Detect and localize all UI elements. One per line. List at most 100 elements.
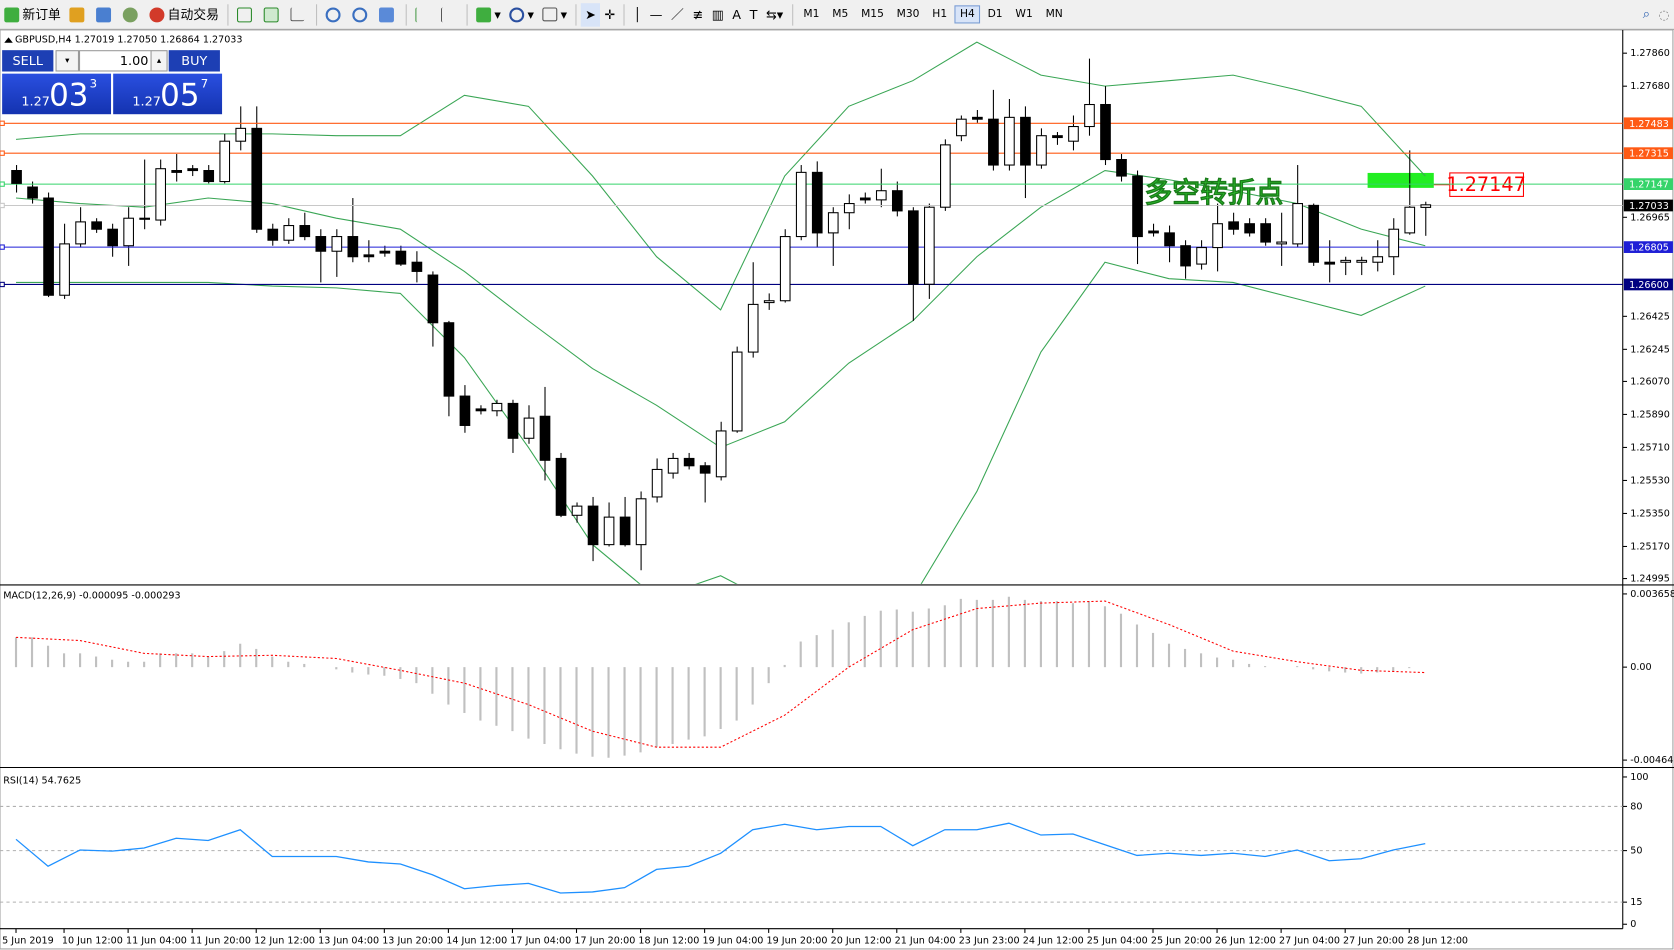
tool-button[interactable]: [119, 3, 146, 26]
candle-body: [747, 303, 759, 353]
tool-button[interactable]: [92, 3, 119, 26]
tool-button[interactable]: [65, 3, 92, 26]
cursor-button[interactable]: ➤: [580, 2, 601, 27]
candle-body: [459, 395, 471, 426]
candle-body: [347, 236, 359, 258]
candle-body: [1372, 256, 1384, 263]
candle-body: [1324, 261, 1336, 265]
bar-chart-button[interactable]: [233, 3, 260, 26]
icon: [325, 6, 341, 22]
templates-button[interactable]: ▾: [538, 3, 571, 26]
level-handle: [0, 181, 5, 187]
buy-button[interactable]: BUY: [168, 50, 220, 72]
lots-down[interactable]: ▾: [55, 50, 80, 72]
search-button[interactable]: ⌕: [1642, 6, 1650, 22]
candle-body: [1308, 204, 1320, 263]
candle-body: [395, 250, 407, 265]
autoscroll-button[interactable]: [411, 3, 437, 26]
new-order-button[interactable]: 新订单: [0, 3, 65, 26]
arrows-button[interactable]: ⇆▾: [765, 6, 784, 22]
candle-body: [1100, 103, 1111, 161]
y-tick-label: 80: [1630, 801, 1642, 812]
timeframe-button[interactable]: M1: [803, 8, 820, 21]
candle-body: [1404, 206, 1416, 234]
x-tick-label: 19 Jun 20:00: [767, 935, 828, 946]
hline-button[interactable]: —: [649, 6, 663, 22]
candle-body: [139, 217, 150, 220]
timeframe-button[interactable]: MN: [1045, 8, 1063, 21]
sell-price[interactable]: 1.27 03 3: [2, 73, 112, 115]
y-tick-label: 1.25890: [1630, 409, 1670, 420]
candle-chart-button[interactable]: [259, 3, 286, 26]
zoom-in-button[interactable]: [321, 3, 348, 26]
candle-body: [27, 186, 38, 199]
zoom-out-button[interactable]: [348, 3, 375, 26]
candle-body: [219, 140, 231, 183]
timeframe-button[interactable]: M30: [896, 8, 920, 21]
icon: [290, 7, 305, 22]
shift-button[interactable]: [437, 3, 463, 26]
timeframes: M1 M5 M15 M30 H1 H4 D1 W1 MN: [797, 5, 1069, 24]
icon: [149, 6, 165, 22]
y-tick-label: 1.27860: [1630, 48, 1670, 59]
candle-body: [251, 127, 263, 230]
lots-up[interactable]: ▴: [150, 50, 168, 72]
sell-button[interactable]: SELL: [2, 50, 54, 72]
chat-button[interactable]: ◌: [1658, 6, 1670, 22]
candle-body: [651, 468, 663, 498]
separator: [405, 3, 407, 26]
candle-body: [363, 254, 375, 258]
timeframe-button[interactable]: W1: [1015, 8, 1033, 21]
y-tick-label: 1.27680: [1630, 81, 1670, 92]
trendline-button[interactable]: ／: [670, 7, 684, 23]
timeframe-button[interactable]: D1: [987, 8, 1003, 21]
line-chart-button[interactable]: [286, 3, 312, 26]
timeframe-button[interactable]: M15: [861, 8, 884, 21]
crosshair-button[interactable]: ✛: [604, 6, 616, 22]
timeframe-button[interactable]: H4: [954, 5, 981, 24]
x-tick-label: 13 Jun 04:00: [318, 935, 379, 946]
x-tick-label: 13 Jun 20:00: [382, 935, 443, 946]
candle-body: [11, 170, 22, 184]
candle-body: [795, 171, 807, 238]
auto-trading-button[interactable]: 自动交易: [145, 3, 223, 26]
icon: [4, 6, 20, 22]
candle-body: [43, 197, 54, 296]
candle-body: [91, 221, 102, 230]
timeframe-button[interactable]: M5: [832, 8, 849, 21]
rsi-line: [15, 822, 1426, 894]
channel-button[interactable]: ▥: [711, 6, 724, 22]
timeframe-button[interactable]: H1: [932, 8, 948, 21]
vline-button[interactable]: │: [633, 6, 642, 22]
candle-body: [187, 168, 199, 172]
x-tick-label: 12 Jun 12:00: [254, 935, 315, 946]
indicators-button[interactable]: ▾: [472, 3, 505, 26]
icon: [352, 6, 368, 22]
periods-button[interactable]: ▾: [505, 3, 538, 26]
price-prefix: 1.27: [132, 93, 161, 109]
candle-body: [379, 250, 391, 254]
tile-button[interactable]: [375, 3, 402, 26]
text-button[interactable]: A: [732, 6, 742, 22]
candle-body: [571, 505, 583, 516]
candle-body: [956, 118, 967, 137]
price-tag-label: 1.27033: [1629, 201, 1669, 212]
candle-body: [171, 170, 183, 173]
x-tick-label: 5 Jun 2019: [2, 935, 54, 946]
signal-line: [15, 600, 1426, 748]
macd-title: MACD(12,26,9) -0.000095 -0.000293: [3, 591, 180, 602]
x-tick-label: 18 Jun 12:00: [638, 935, 699, 946]
y-tick-label: 1.26965: [1630, 212, 1670, 223]
price-pips: 03: [49, 76, 89, 114]
candle-body: [1244, 223, 1255, 234]
buy-price[interactable]: 1.27 05 7: [113, 73, 223, 115]
lots-input[interactable]: 1.00: [79, 50, 152, 72]
label-button[interactable]: T: [749, 6, 758, 22]
price-tag: [1623, 278, 1673, 291]
toolbar: 新订单 自动交易 ▾ ▾ ▾ ➤ ✛ │ — ／ ≢ ▥ A T ⇆▾ M1 M5…: [0, 0, 1674, 30]
x-tick-label: 21 Jun 04:00: [895, 935, 956, 946]
fibo-button[interactable]: ≢: [692, 6, 704, 22]
candle-body: [779, 236, 791, 302]
x-tick-label: 28 Jun 12:00: [1407, 935, 1468, 946]
